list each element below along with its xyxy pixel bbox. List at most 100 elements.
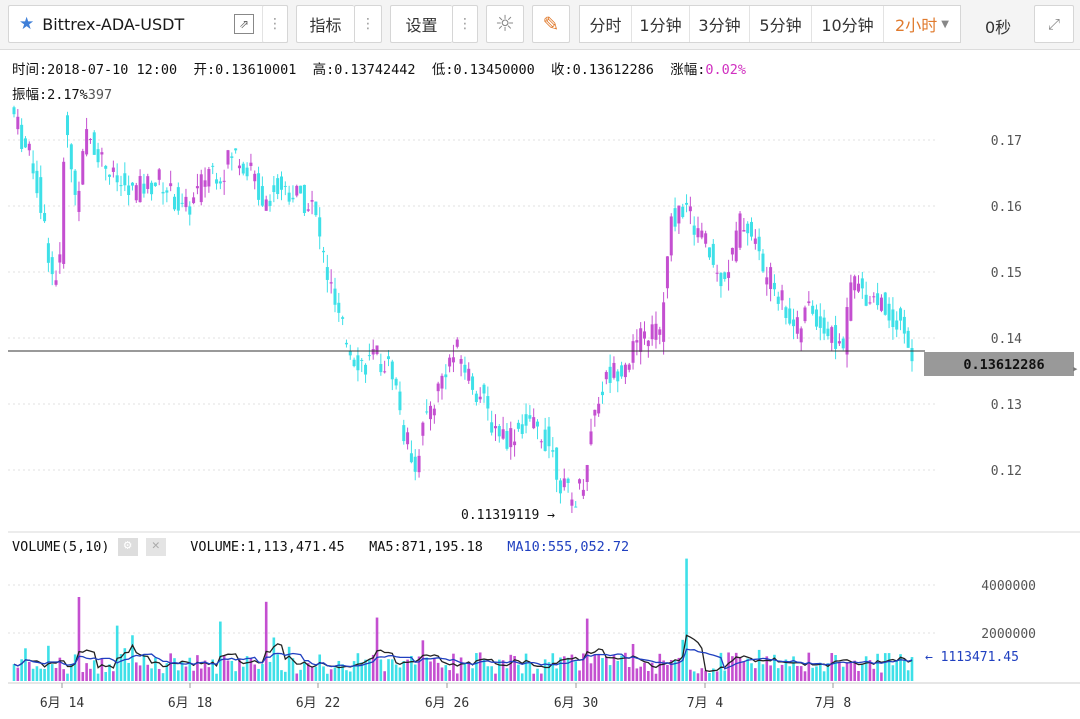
- volume-bar: [322, 666, 325, 681]
- draw-tool-button[interactable]: ✎: [532, 5, 570, 43]
- volume-bar: [731, 656, 734, 681]
- volume-bar: [486, 666, 490, 681]
- candle-body: [429, 405, 433, 420]
- volume-bar: [540, 673, 543, 681]
- settings-menu-button[interactable]: ⋮: [452, 5, 478, 43]
- volume-bar: [547, 662, 551, 681]
- candle-body: [341, 317, 345, 319]
- volume-bar: [524, 653, 528, 681]
- settings-label: 设置: [405, 16, 438, 35]
- candle-body: [127, 185, 131, 196]
- volume-bar: [734, 652, 738, 681]
- candle-body: [608, 366, 612, 383]
- interval-option[interactable]: 1分钟: [632, 6, 690, 42]
- volume-bar: [692, 671, 696, 681]
- volume-bar: [459, 657, 463, 681]
- candle-body: [551, 450, 555, 452]
- volume-bar: [815, 666, 818, 681]
- interval-option[interactable]: 10分钟: [812, 6, 884, 42]
- candle-body: [723, 272, 727, 279]
- indicators-button[interactable]: 指标: [296, 5, 354, 43]
- candle-body: [406, 432, 410, 445]
- amplitude-value: 2.17%: [47, 87, 88, 103]
- candle-body: [872, 296, 876, 298]
- candle-body: [707, 247, 711, 258]
- candle-body: [814, 309, 818, 327]
- fullscreen-button[interactable]: ⤢: [1034, 5, 1074, 43]
- candle-body: [218, 181, 222, 184]
- symbol-selector[interactable]: ★ Bittrex-ADA-USDT ⇗: [8, 5, 288, 43]
- candle-body: [650, 324, 654, 340]
- volume-close-icon[interactable]: ✕: [145, 538, 166, 556]
- settings-button[interactable]: 设置: [390, 5, 452, 43]
- candle-body: [899, 308, 903, 321]
- volume-bar: [704, 670, 707, 681]
- candle-body: [761, 253, 765, 272]
- volume-bar: [604, 656, 608, 681]
- candle-body: [226, 150, 230, 165]
- candle-body: [85, 129, 89, 155]
- volume-bar: [620, 655, 623, 681]
- volume-bar: [375, 617, 379, 681]
- volume-bar: [280, 670, 283, 681]
- candle-body: [566, 478, 570, 483]
- candle-body: [50, 257, 54, 275]
- volume-bar: [299, 669, 302, 681]
- candle-body: [482, 384, 486, 394]
- volume-bar: [249, 657, 253, 681]
- candle-body: [803, 307, 807, 322]
- candle-body: [635, 340, 639, 343]
- candle-body: [822, 317, 826, 334]
- volume-bar: [708, 672, 711, 681]
- candle-body: [486, 396, 490, 409]
- volume-bar: [341, 664, 344, 681]
- volume-bar: [738, 656, 742, 681]
- volume-bar: [66, 673, 69, 681]
- candle-body: [299, 185, 303, 194]
- current-price-marker: [924, 352, 1074, 376]
- candle-body: [772, 282, 776, 290]
- candle-body: [39, 177, 43, 213]
- candle-body: [279, 176, 283, 190]
- volume-bar: [27, 661, 31, 681]
- volume-bar: [635, 668, 639, 681]
- overlap-fragment: 397: [87, 87, 113, 103]
- volume-bar: [452, 653, 455, 681]
- open-label: 开:: [193, 62, 216, 78]
- kebab-icon: ⋮: [361, 16, 375, 32]
- volume-settings-icon[interactable]: ⚙: [117, 538, 138, 556]
- candle-body: [719, 272, 723, 287]
- favorite-star-icon[interactable]: ★: [19, 14, 35, 34]
- candle-body: [547, 426, 551, 447]
- volume-bar: [134, 662, 138, 681]
- volume-bar: [566, 657, 570, 681]
- volume-bar: [513, 656, 516, 681]
- candle-body: [215, 179, 219, 184]
- volume-bar: [841, 666, 845, 681]
- volume-bar: [96, 673, 100, 681]
- theme-toggle-button[interactable]: ☼: [486, 5, 524, 43]
- candle-body: [245, 167, 249, 177]
- candle-body: [360, 359, 364, 361]
- candle-body: [379, 364, 383, 373]
- volume-bar: [291, 658, 295, 681]
- interval-option[interactable]: 分时: [580, 6, 632, 42]
- popout-icon[interactable]: ⇗: [234, 14, 254, 34]
- candle-body: [31, 163, 35, 174]
- scroll-right-icon[interactable]: ▸: [1072, 362, 1079, 375]
- candle-body: [352, 359, 356, 367]
- candle-body: [742, 230, 746, 232]
- volume-bar: [769, 665, 772, 681]
- indicators-menu-button[interactable]: ⋮: [354, 5, 382, 43]
- volume-bar: [264, 601, 268, 681]
- candle-body: [658, 329, 662, 335]
- interval-label: 分时: [589, 16, 622, 35]
- symbol-menu-button[interactable]: ⋮: [262, 5, 288, 43]
- interval-option[interactable]: 3分钟: [690, 6, 750, 42]
- interval-option[interactable]: 5分钟: [750, 6, 812, 42]
- interval-option-active[interactable]: 2小时 ▼: [884, 6, 960, 42]
- candle-body: [115, 175, 119, 183]
- candle-body: [784, 307, 788, 318]
- amplitude-info-line: 振幅:2.17%397: [12, 83, 112, 103]
